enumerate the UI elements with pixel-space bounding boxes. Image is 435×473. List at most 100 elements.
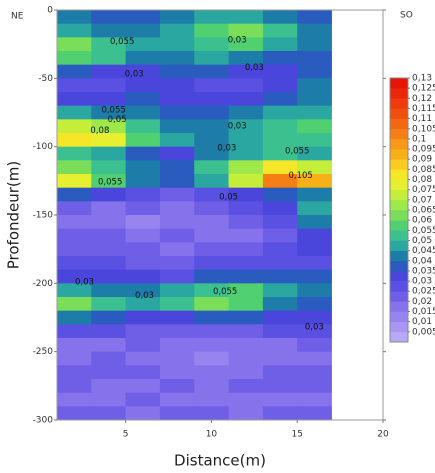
cell	[262, 406, 298, 421]
cell	[57, 256, 92, 271]
colorbar-swatch	[390, 270, 408, 282]
colorbar-tick-label: 0,12	[412, 94, 432, 104]
cell	[297, 379, 332, 394]
cell	[228, 256, 264, 271]
cell	[228, 146, 264, 161]
colorbar-tick-label: 0,055	[412, 226, 435, 236]
colorbar-tick-label: 0,06	[412, 216, 432, 226]
cell	[228, 105, 264, 120]
cell	[194, 78, 229, 93]
cell	[57, 133, 92, 148]
cell	[91, 160, 127, 175]
cell	[262, 310, 298, 325]
colorbar-swatch	[390, 250, 408, 262]
colorbar-tick-label: 0,02	[412, 297, 432, 307]
colorbar-swatch	[390, 210, 408, 221]
contour-label: 0,055	[213, 287, 237, 297]
colorbar-swatch	[390, 291, 408, 302]
cell	[297, 78, 332, 93]
cell	[159, 64, 195, 79]
cell	[91, 23, 127, 38]
cell	[228, 324, 264, 339]
cell	[194, 37, 229, 52]
cell	[228, 37, 264, 52]
heatmap	[57, 10, 332, 421]
cell	[194, 338, 229, 353]
cell	[262, 92, 298, 107]
cell	[91, 242, 127, 257]
cell	[262, 297, 298, 312]
cell	[57, 269, 92, 284]
cell	[194, 242, 229, 257]
cell	[194, 105, 229, 120]
cell	[228, 160, 264, 175]
cell	[262, 269, 298, 284]
cell	[297, 228, 332, 243]
colorbar-swatch	[390, 78, 408, 89]
cell	[262, 228, 298, 243]
cell	[91, 269, 127, 284]
cell	[228, 365, 264, 380]
cell	[228, 297, 264, 312]
cell	[159, 379, 195, 394]
colorbar-swatch	[390, 118, 408, 130]
cell	[297, 146, 332, 161]
colorbar-swatch	[390, 179, 408, 190]
cell	[194, 392, 229, 407]
cell	[297, 406, 332, 421]
cell	[228, 338, 264, 353]
cell	[57, 78, 92, 93]
colorbar-tick-label: 0,03	[412, 277, 432, 287]
y-tick-label: -250	[33, 347, 54, 357]
cell	[125, 242, 161, 257]
colorbar-swatch	[390, 98, 408, 109]
cell	[159, 174, 195, 189]
cell	[262, 146, 298, 161]
cell	[297, 392, 332, 407]
cell	[262, 105, 298, 120]
left-label: NE	[11, 12, 24, 22]
cell	[297, 283, 332, 298]
cell	[91, 119, 127, 134]
cell	[297, 105, 332, 120]
cell	[228, 228, 264, 243]
cell	[159, 160, 195, 175]
cell	[194, 10, 229, 25]
cell	[125, 78, 161, 93]
cell	[57, 297, 92, 312]
colorbar-tick-label: 0,045	[412, 246, 435, 256]
cell	[228, 351, 264, 366]
cell	[57, 201, 92, 216]
contour-label: 0,03	[125, 70, 144, 80]
contour-label: 0,03	[305, 323, 324, 333]
cell	[297, 256, 332, 271]
colorbar-tick-label: 0,13	[412, 74, 432, 84]
cell	[297, 10, 332, 25]
cell	[57, 379, 92, 394]
cell	[297, 133, 332, 148]
cell	[159, 23, 195, 38]
colorbar-swatch	[390, 108, 408, 119]
cell	[297, 92, 332, 107]
cell	[159, 392, 195, 407]
contour-label: 0,03	[245, 63, 264, 73]
cell	[159, 187, 195, 202]
cell	[262, 10, 298, 25]
cell	[57, 174, 92, 189]
cell	[159, 242, 195, 257]
cell	[125, 269, 161, 284]
cell	[297, 351, 332, 366]
cell	[228, 310, 264, 325]
cell	[125, 201, 161, 216]
cell	[228, 10, 264, 25]
colorbar-swatch	[390, 138, 408, 150]
cell	[228, 174, 264, 189]
contour-label: 0,055	[101, 105, 125, 115]
cell	[91, 187, 127, 202]
cell	[228, 23, 264, 38]
colorbar-tick-label: 0,015	[412, 307, 435, 317]
cell	[57, 351, 92, 366]
cell	[125, 351, 161, 366]
colorbar-tick-label: 0,085	[412, 165, 435, 175]
cell	[262, 256, 298, 271]
